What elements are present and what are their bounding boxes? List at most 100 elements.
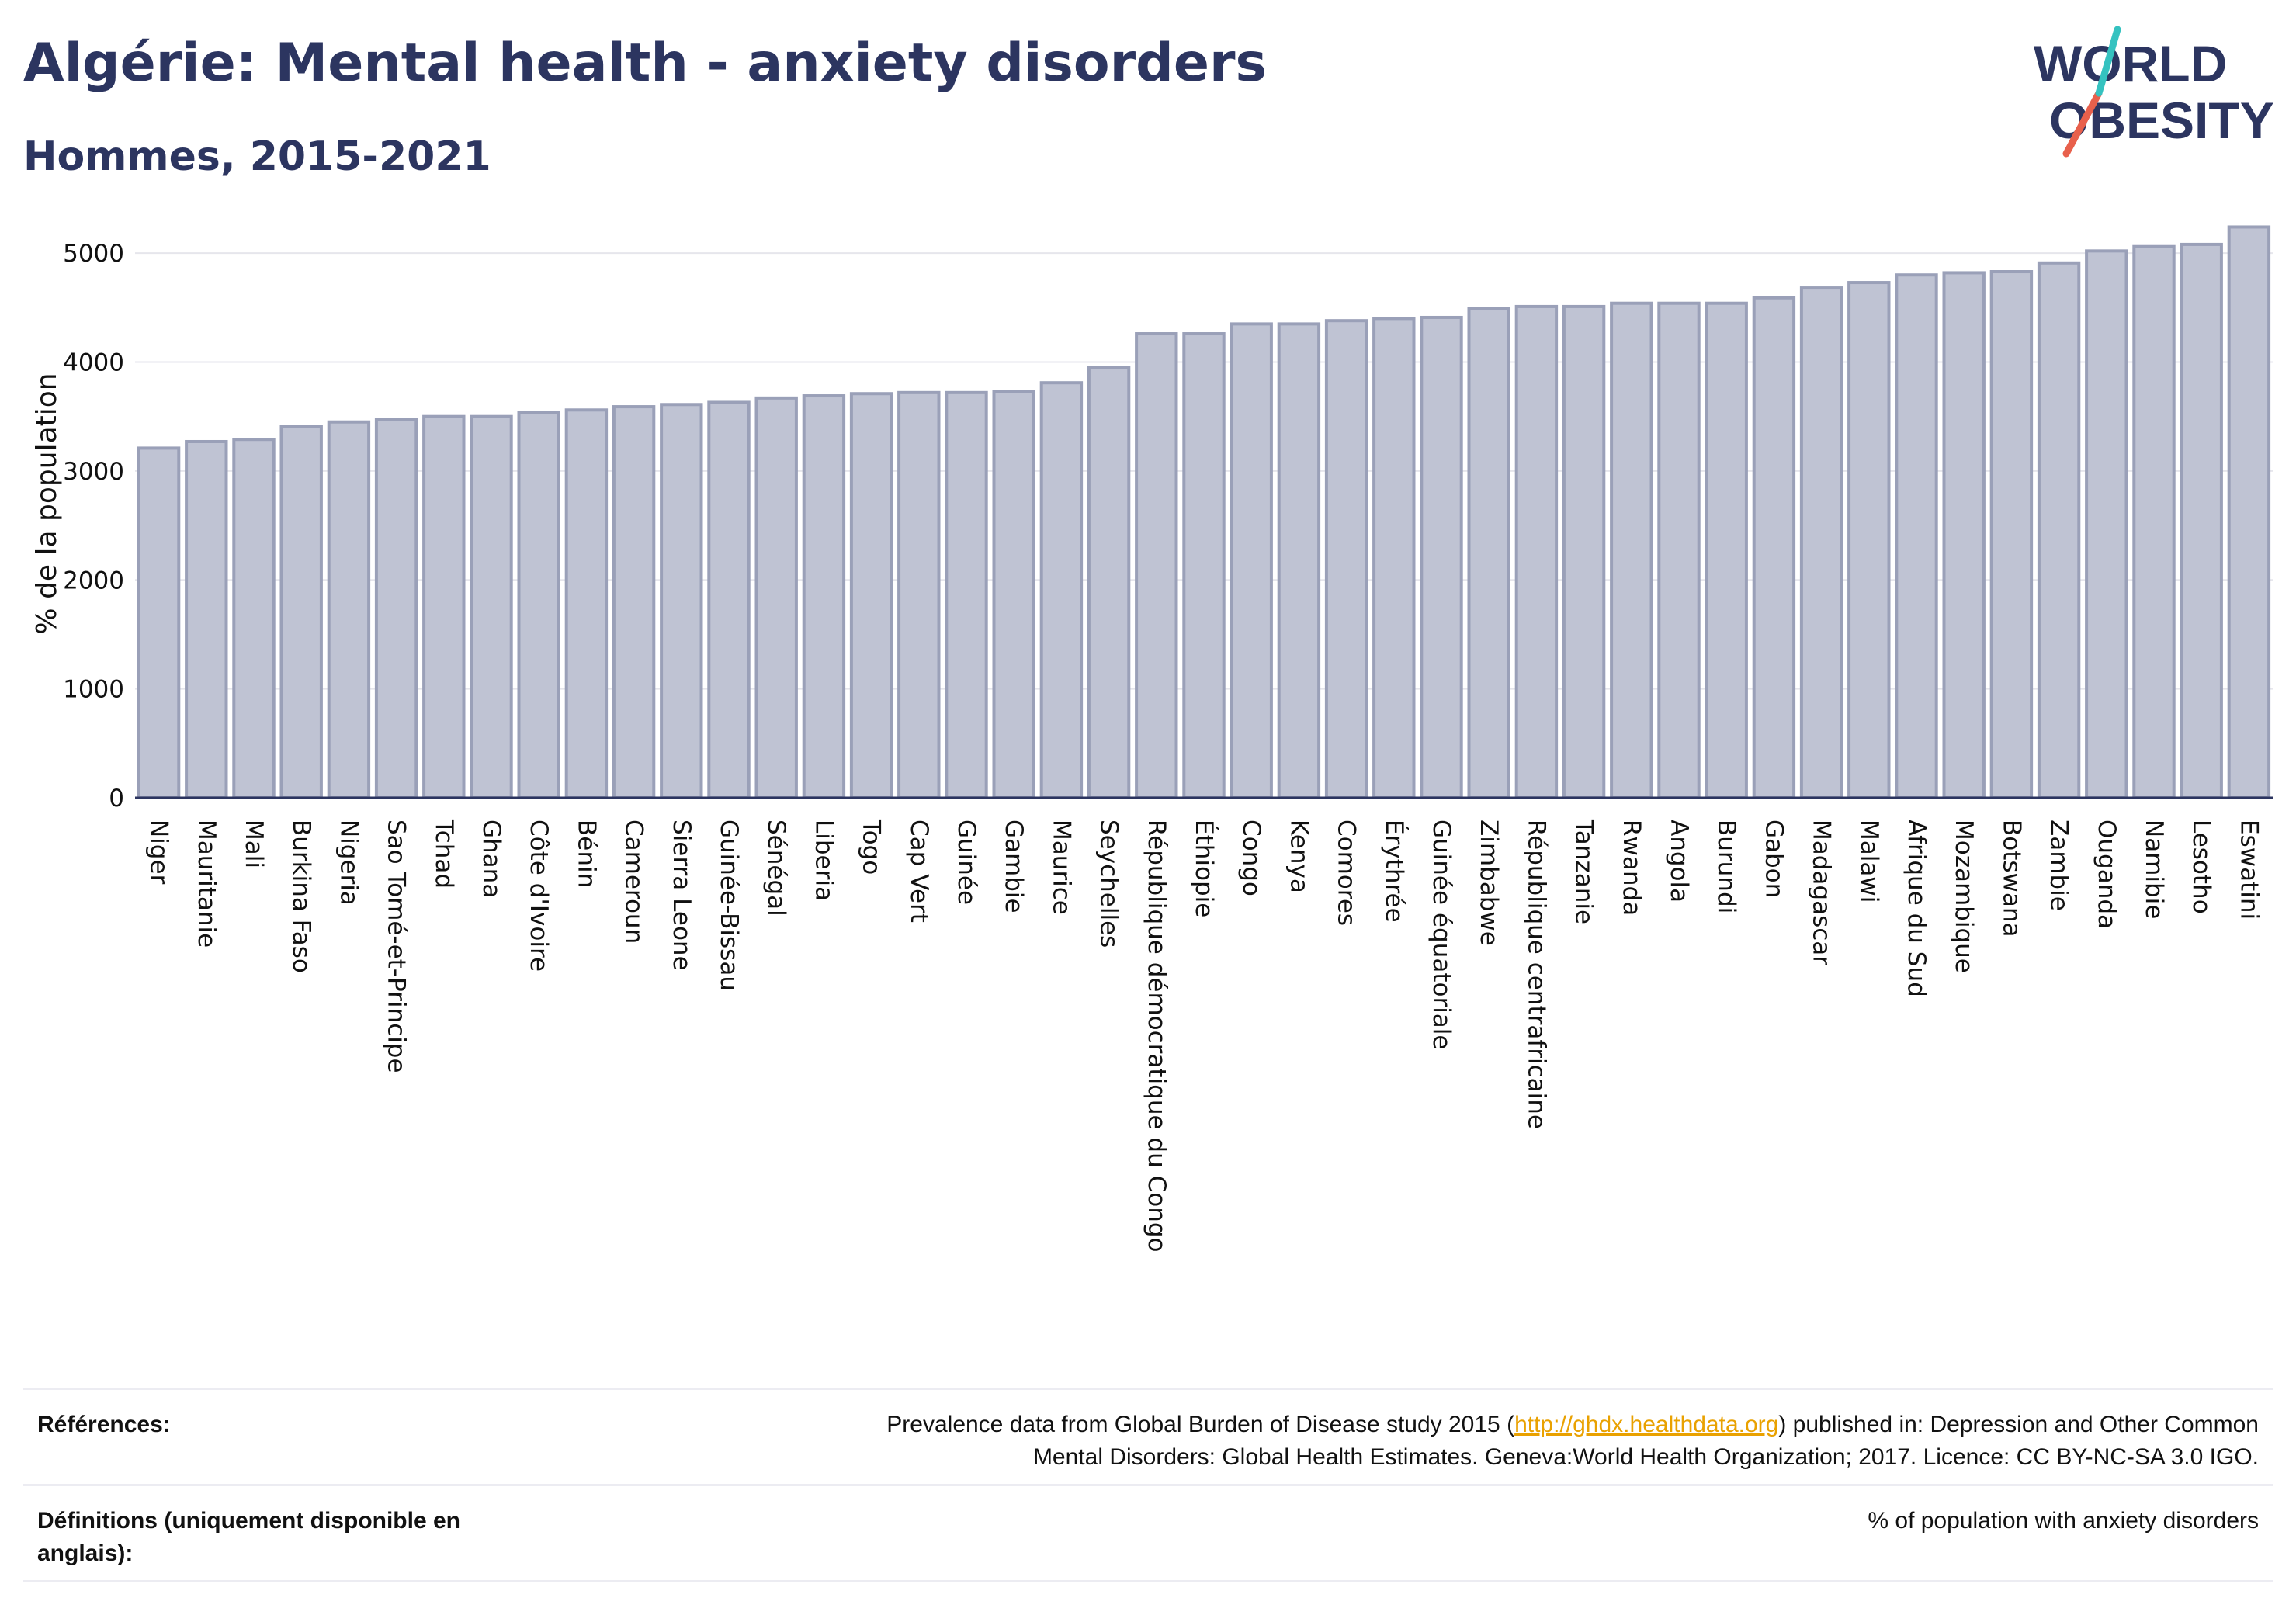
x-tick-label: Maurice bbox=[1047, 820, 1075, 915]
bar[interactable] bbox=[137, 446, 181, 800]
definitions-row: Définitions (uniquement disponible en an… bbox=[23, 1484, 2273, 1582]
bar[interactable] bbox=[517, 411, 560, 799]
bar[interactable] bbox=[1420, 315, 1463, 799]
x-tick-label: Zambie bbox=[2045, 820, 2073, 911]
bar[interactable] bbox=[1847, 281, 1891, 799]
bar[interactable] bbox=[707, 400, 751, 799]
logo-word-world: WORLD bbox=[2034, 35, 2227, 92]
bar[interactable] bbox=[422, 414, 466, 799]
bar[interactable] bbox=[1230, 322, 1273, 799]
logo-slash-teal-icon bbox=[2095, 26, 2121, 97]
bar[interactable] bbox=[1135, 332, 1178, 799]
x-tick-label: Gambie bbox=[1000, 820, 1028, 913]
references-text-after: ) published in: Depression and Other Com… bbox=[1778, 1412, 2259, 1437]
bar[interactable] bbox=[185, 439, 228, 799]
x-tick-label: Congo bbox=[1237, 820, 1265, 896]
y-tick-labels: 0 1000 2000 3000 4000 5000 bbox=[63, 240, 124, 813]
bar[interactable] bbox=[1657, 301, 1701, 799]
bar[interactable] bbox=[1514, 304, 1559, 799]
bar[interactable] bbox=[374, 418, 418, 799]
definitions-text: % of population with anxiety disorders bbox=[1868, 1508, 2259, 1534]
page-subtitle: Hommes, 2015-2021 bbox=[23, 133, 491, 180]
x-tick-label: Eswatini bbox=[2235, 820, 2263, 920]
bar[interactable] bbox=[279, 425, 323, 799]
bar[interactable] bbox=[1372, 317, 1416, 799]
bar[interactable] bbox=[1324, 319, 1368, 799]
bar[interactable] bbox=[2037, 261, 2081, 799]
bars bbox=[137, 225, 2271, 800]
bar[interactable] bbox=[327, 420, 371, 799]
bar[interactable] bbox=[660, 403, 703, 799]
bar[interactable] bbox=[1942, 271, 1986, 800]
references-text: Prevalence data from Global Burden of Di… bbox=[629, 1409, 2259, 1474]
y-axis-label: % de la population bbox=[31, 373, 63, 634]
x-tick-label: Madagascar bbox=[1808, 820, 1836, 965]
bar[interactable] bbox=[1277, 322, 1321, 799]
x-tick-label: Zimbabwe bbox=[1475, 820, 1503, 946]
x-tick-label: Lesotho bbox=[2187, 820, 2215, 914]
x-tick-label: Angola bbox=[1665, 820, 1693, 903]
x-tick-label: Kenya bbox=[1285, 820, 1313, 893]
bar[interactable] bbox=[232, 438, 276, 799]
page-title: Algérie: Mental health - anxiety disorde… bbox=[23, 33, 1267, 94]
bar[interactable] bbox=[802, 394, 846, 799]
x-tick-label: Sénégal bbox=[762, 820, 790, 917]
definitions-label: Définitions (uniquement disponible en an… bbox=[37, 1505, 550, 1570]
x-tick-label: Liberia bbox=[810, 820, 838, 901]
x-tick-label: Bénin bbox=[572, 820, 600, 888]
bar[interactable] bbox=[1989, 270, 2034, 799]
world-obesity-logo[interactable]: WORLD OBESITY bbox=[2018, 23, 2282, 163]
bar[interactable] bbox=[1467, 307, 1510, 799]
x-tick-label: Niger bbox=[145, 820, 173, 885]
bar[interactable] bbox=[1039, 381, 1084, 799]
x-tick-label: Rwanda bbox=[1618, 820, 1646, 916]
x-tick-labels: Niger Mauritanie Mali Burkina Faso Nigeria Sa… bbox=[145, 819, 2263, 1253]
bar[interactable] bbox=[564, 408, 609, 799]
references-text-line2: Mental Disorders: Global Health Estimate… bbox=[1032, 1444, 2259, 1470]
footer-bottom-rule bbox=[23, 1580, 2273, 1582]
x-tick-label: Botswana bbox=[1997, 820, 2025, 938]
x-tick-label: Namibie bbox=[2140, 820, 2168, 919]
definitions-label-line2: anglais): bbox=[37, 1541, 134, 1566]
references-text-before: Prevalence data from Global Burden of Di… bbox=[886, 1412, 1515, 1437]
x-tick-label: Ghana bbox=[477, 820, 505, 898]
bar[interactable] bbox=[612, 405, 656, 799]
x-tick-label: Mozambique bbox=[1950, 820, 1978, 973]
x-tick-label: Seychelles bbox=[1095, 820, 1123, 948]
bar[interactable] bbox=[897, 390, 941, 800]
x-tick-label: République centrafricaine bbox=[1522, 820, 1550, 1129]
definitions-label-line1: Définitions (uniquement disponible en bbox=[37, 1508, 460, 1534]
x-tick-label: Comores bbox=[1333, 820, 1361, 926]
bar[interactable] bbox=[2132, 244, 2176, 799]
x-tick-label: Éthiopie bbox=[1190, 820, 1218, 917]
x-tick-label: Ouganda bbox=[2093, 820, 2121, 929]
x-tick-label: Mali bbox=[240, 820, 268, 868]
references-link[interactable]: http://ghdx.healthdata.org bbox=[1514, 1412, 1779, 1437]
bar[interactable] bbox=[1705, 301, 1748, 799]
bar[interactable] bbox=[1610, 301, 1653, 799]
bar[interactable] bbox=[1799, 286, 1843, 800]
bar[interactable] bbox=[2180, 242, 2223, 799]
bar[interactable] bbox=[992, 390, 1035, 799]
x-tick-label: Sierra Leone bbox=[668, 820, 695, 971]
x-tick-label: Afrique du Sud bbox=[1902, 820, 1930, 997]
bar[interactable] bbox=[1182, 332, 1226, 799]
bar[interactable] bbox=[2085, 249, 2128, 799]
references-row: Références: Prevalence data from Global … bbox=[23, 1388, 2273, 1486]
bar-chart: 0 1000 2000 3000 4000 5000 Niger Mauritanie Mal… bbox=[31, 225, 2273, 1253]
y-tick-label: 3000 bbox=[63, 458, 124, 486]
bar[interactable] bbox=[1087, 366, 1131, 799]
bar[interactable] bbox=[1562, 304, 1606, 799]
bar[interactable] bbox=[849, 392, 893, 799]
x-tick-label: Malawi bbox=[1855, 820, 1883, 903]
bar[interactable] bbox=[945, 390, 988, 800]
bar[interactable] bbox=[754, 396, 798, 799]
x-tick-label: Érythrée bbox=[1380, 820, 1408, 923]
bar[interactable] bbox=[470, 414, 513, 799]
x-tick-label: Guinée équatoriale bbox=[1427, 820, 1455, 1049]
y-tick-label: 2000 bbox=[63, 567, 124, 594]
references-label: Références: bbox=[37, 1412, 171, 1437]
bar[interactable] bbox=[1752, 296, 1796, 799]
bar[interactable] bbox=[2227, 225, 2271, 799]
bar[interactable] bbox=[1895, 273, 1938, 799]
